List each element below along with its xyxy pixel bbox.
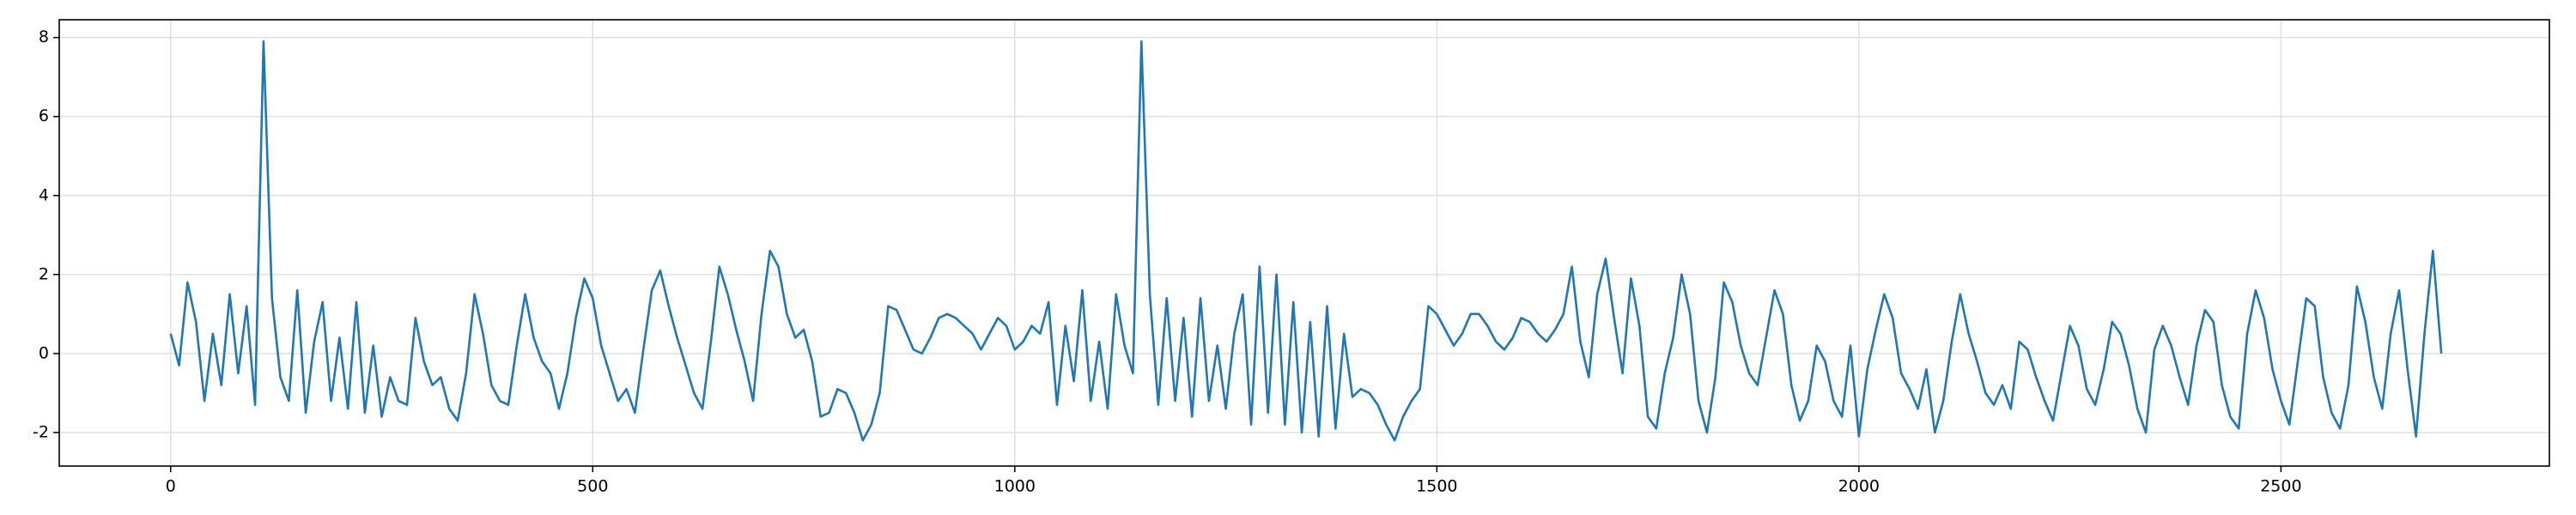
x-tick-label: 500 (577, 477, 608, 496)
y-tick-label: 6 (39, 106, 49, 125)
x-tick-label: 1500 (1416, 477, 1457, 496)
x-tick-label: 2500 (2260, 477, 2301, 496)
y-tick-label: 0 (39, 343, 49, 362)
data-line (169, 40, 2443, 442)
y-tick-label: 2 (39, 264, 49, 283)
y-tick-label: 4 (39, 185, 49, 204)
x-tick-label: 1000 (994, 477, 1036, 496)
x-tick-label: 0 (166, 477, 176, 496)
y-tick-label: -2 (33, 422, 49, 441)
x-tick-label: 2000 (1838, 477, 1880, 496)
y-tick-label: 8 (39, 27, 49, 46)
plot-frame (58, 19, 2550, 467)
